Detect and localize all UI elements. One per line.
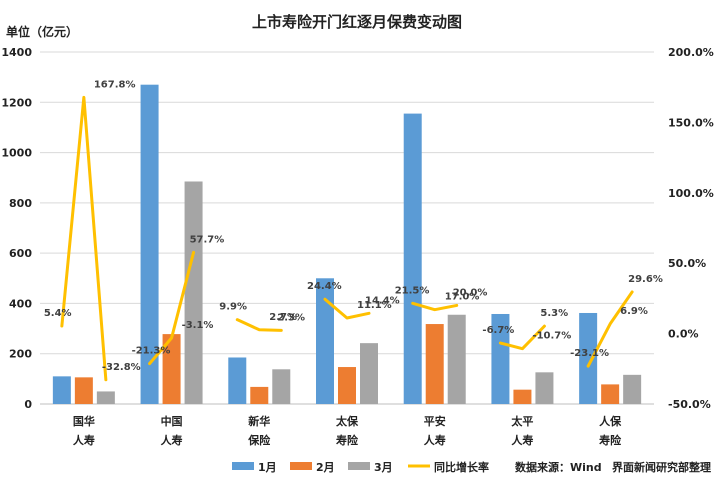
bar-3月 (535, 372, 554, 404)
growth-label: 21.5% (395, 285, 430, 296)
right-tick-label: 150.0% (668, 116, 714, 129)
left-tick-label: 1400 (1, 46, 32, 59)
category-label: 保险 (247, 433, 271, 447)
y-axis-label: 单位（亿元） (6, 24, 78, 39)
growth-label: 167.8% (94, 79, 136, 90)
growth-label: 5.4% (44, 308, 72, 319)
growth-label: 14.4% (365, 295, 400, 306)
left-tick-label: 1000 (1, 147, 32, 160)
category-label: 太平 (510, 414, 533, 428)
growth-label: 9.9% (219, 302, 247, 313)
left-tick-label: 600 (9, 247, 32, 260)
right-tick-label: 100.0% (668, 187, 714, 200)
bar-1月 (403, 113, 422, 404)
growth-line (323, 297, 371, 320)
right-tick-label: -50.0% (668, 398, 711, 411)
source-note: 数据来源：Wind (515, 460, 602, 474)
growth-label: -3.1% (182, 320, 214, 331)
bar-2月 (601, 384, 620, 404)
legend-swatch-1月 (232, 462, 254, 470)
bar-2月 (250, 386, 269, 404)
left-tick-label: 400 (9, 297, 32, 310)
legend-swatch-2月 (290, 462, 312, 470)
category-label: 人寿 (511, 433, 533, 447)
growth-label: -10.7% (532, 331, 571, 342)
right-tick-label: 0.0% (668, 328, 699, 341)
category-label: 中国 (161, 414, 183, 428)
bar-3月 (272, 369, 291, 404)
left-tick-label: 800 (9, 197, 32, 210)
growth-label: -23.1% (570, 348, 609, 359)
bar-1月 (579, 312, 598, 404)
bar-1月 (140, 84, 159, 404)
growth-label: -21.3% (132, 346, 171, 357)
category-label: 国华 (73, 414, 95, 428)
bar-2月 (74, 377, 93, 404)
growth-label: 2.7% (269, 312, 297, 323)
bar-3月 (447, 314, 466, 404)
category-label: 人寿 (161, 433, 183, 447)
bar-series (52, 84, 642, 404)
left-axis-ticks: 0 200 400 600 800 1000 1200 1400 (1, 46, 32, 411)
growth-label: 17.0% (445, 292, 480, 303)
category-label: 寿险 (336, 433, 359, 447)
bar-2月 (513, 389, 532, 404)
legend-label: 同比增长率 (434, 460, 489, 474)
category-label: 寿险 (599, 433, 622, 447)
bar-3月 (184, 181, 203, 404)
growth-label: 29.6% (628, 274, 663, 285)
left-tick-label: 0 (24, 398, 32, 411)
bar-2月 (425, 324, 444, 404)
bar-1月 (228, 357, 247, 404)
bar-2月 (162, 334, 181, 404)
legend-label: 1月 (258, 461, 277, 474)
category-label: 平安 (424, 414, 446, 428)
category-label: 太保 (335, 414, 359, 428)
growth-label: 24.4% (307, 281, 342, 292)
right-tick-label: 50.0% (668, 257, 706, 270)
growth-label: -6.7% (482, 325, 514, 336)
growth-line (586, 290, 634, 368)
growth-line (411, 301, 459, 312)
growth-label: 11.1% (357, 300, 392, 311)
left-tick-label: 200 (9, 348, 32, 361)
growth-label: 6.9% (620, 306, 648, 317)
left-tick-label: 1200 (1, 96, 32, 109)
category-label: 人保 (599, 414, 622, 428)
growth-label: 57.7% (190, 234, 225, 245)
credit-note: 界面新闻研究部整理 (612, 460, 711, 474)
category-label: 人寿 (73, 433, 95, 447)
growth-label: 5.3% (540, 308, 568, 319)
legend-swatch-3月 (348, 462, 370, 470)
growth-line (235, 318, 283, 332)
growth-label: 20.0% (453, 287, 488, 298)
legend: 1月 2月 3月 同比增长率 (232, 460, 489, 474)
growth-label: -32.8% (102, 362, 141, 373)
right-axis-ticks: -50.0% 0.0% 50.0% 100.0% 150.0% 200.0% (668, 46, 714, 411)
right-tick-label: 200.0% (668, 46, 714, 59)
legend-label: 3月 (374, 461, 393, 474)
bar-3月 (360, 343, 378, 404)
growth-line (148, 250, 196, 366)
bar-1月 (316, 278, 334, 404)
bar-2月 (338, 367, 356, 404)
growth-data-labels: 5.4% 167.8% -32.8% -21.3% -3.1% 57.7% 9.9% 2.7%… (44, 79, 663, 372)
legend-label: 2月 (316, 461, 335, 474)
growth-line (60, 95, 108, 382)
growth-line (498, 324, 546, 351)
bar-1月 (491, 313, 510, 404)
growth-label: 2.3% (277, 312, 305, 323)
bar-3月 (623, 374, 642, 404)
bar-3月 (96, 391, 115, 404)
category-label: 新华 (248, 414, 270, 428)
bar-1月 (52, 376, 71, 404)
growth-lines (60, 95, 634, 382)
chart-title: 上市寿险开门红逐月保费变动图 (252, 13, 462, 31)
category-label: 人寿 (424, 433, 446, 447)
